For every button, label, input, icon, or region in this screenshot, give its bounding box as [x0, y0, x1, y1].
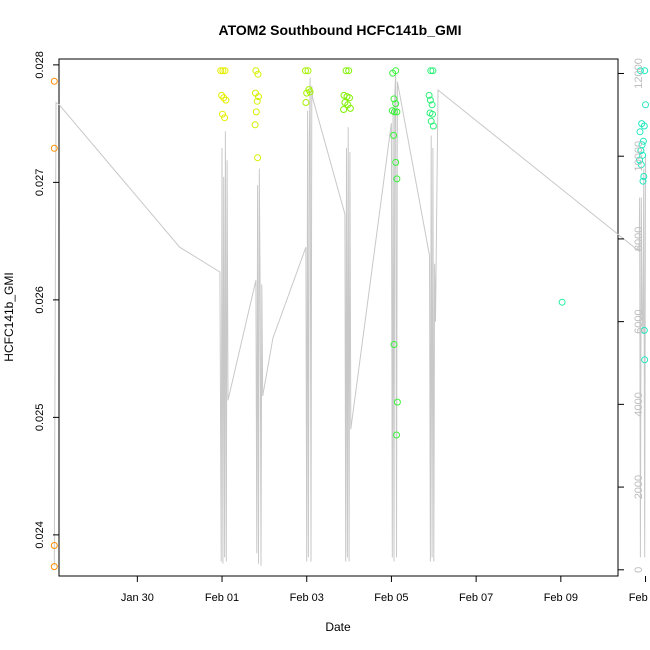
y2-tick-label: 4000 — [633, 392, 645, 416]
data-point — [390, 108, 398, 116]
x-tick-label: Feb 03 — [290, 592, 324, 604]
data-point — [636, 128, 644, 136]
y2-tick-label: 10000 — [633, 141, 645, 172]
data-point — [50, 542, 58, 549]
data-point — [428, 101, 436, 109]
data-point — [390, 131, 398, 139]
data-point — [306, 88, 314, 96]
data-point — [429, 110, 436, 118]
x-tick-label: Feb 09 — [544, 592, 578, 604]
data-point — [302, 99, 310, 106]
y-axis-label: HCFC141b_GMI — [2, 272, 16, 361]
data-point — [221, 67, 229, 75]
data-point — [252, 67, 260, 75]
data-point — [221, 114, 229, 122]
data-point — [639, 177, 647, 185]
chart-title: ATOM2 Southbound HCFC141b_GMI — [219, 22, 462, 38]
data-point — [346, 104, 354, 112]
data-point — [636, 156, 644, 164]
data-point — [340, 106, 348, 113]
data-point — [254, 70, 262, 78]
y2-tick-label: 6000 — [633, 309, 645, 333]
data-point — [641, 356, 649, 364]
data-point — [637, 161, 645, 169]
data-point — [222, 96, 230, 104]
data-point — [251, 121, 259, 129]
data-point — [392, 100, 400, 108]
data-point — [640, 326, 648, 334]
data-point — [342, 67, 350, 75]
data-point — [345, 67, 353, 75]
y-tick-label: 0.026 — [34, 286, 46, 314]
data-point — [346, 94, 353, 102]
data-point — [50, 563, 58, 571]
data-point — [254, 154, 262, 162]
data-point — [255, 93, 262, 101]
plot-frame — [58, 58, 619, 577]
data-point — [429, 67, 437, 75]
y-tick-label: 0.025 — [34, 404, 46, 432]
data-point — [304, 67, 312, 75]
data-point — [220, 94, 228, 102]
data-point — [392, 67, 400, 75]
data-point — [429, 122, 437, 130]
axes-layer: Jan 30 Feb 01 Feb 03 Feb 05 Feb 07 Feb 09 Feb … — [34, 51, 650, 604]
altitude-line-layer — [53, 73, 646, 566]
data-point — [392, 158, 400, 166]
data-point — [393, 431, 400, 439]
data-point — [640, 122, 648, 130]
data-point — [393, 108, 401, 116]
data-point — [390, 95, 398, 103]
y2-tick-label: 8000 — [633, 227, 645, 251]
data-point — [427, 67, 435, 75]
data-point — [393, 175, 401, 183]
x-tick-label: Feb 07 — [459, 592, 493, 604]
data-point — [425, 91, 433, 99]
y-tick-label: 0.027 — [34, 169, 46, 197]
data-point — [393, 398, 401, 406]
data-point — [252, 108, 260, 116]
x-tick-label: Feb 01 — [205, 592, 239, 604]
data-point — [640, 173, 648, 180]
data-point — [219, 67, 227, 75]
data-point — [219, 110, 226, 118]
data-point — [637, 147, 645, 155]
data-point — [642, 101, 649, 109]
y2-tick-label: 2000 — [633, 475, 645, 499]
y2-tick-label: 12000 — [633, 58, 645, 89]
data-point — [253, 97, 261, 105]
points-layer — [50, 67, 649, 571]
data-point — [636, 67, 644, 75]
data-point — [390, 341, 398, 348]
y2-tick-label: 0 — [633, 567, 645, 573]
data-point — [641, 67, 649, 75]
x-tick-label: Feb 05 — [374, 592, 408, 604]
data-point — [558, 298, 566, 306]
data-point — [426, 96, 434, 104]
x-tick-label: Jan 30 — [121, 592, 154, 604]
x-axis-label: Date — [325, 620, 351, 634]
data-point — [639, 137, 647, 145]
y-tick-label: 0.028 — [34, 51, 46, 79]
y-tick-label: 0.024 — [34, 521, 46, 549]
data-point — [50, 77, 58, 85]
altitude-line — [53, 73, 646, 566]
x-tick-label: Feb 11 — [629, 592, 650, 604]
data-point — [50, 144, 58, 152]
data-point — [217, 67, 225, 75]
data-point — [303, 89, 311, 97]
data-point — [302, 67, 309, 75]
